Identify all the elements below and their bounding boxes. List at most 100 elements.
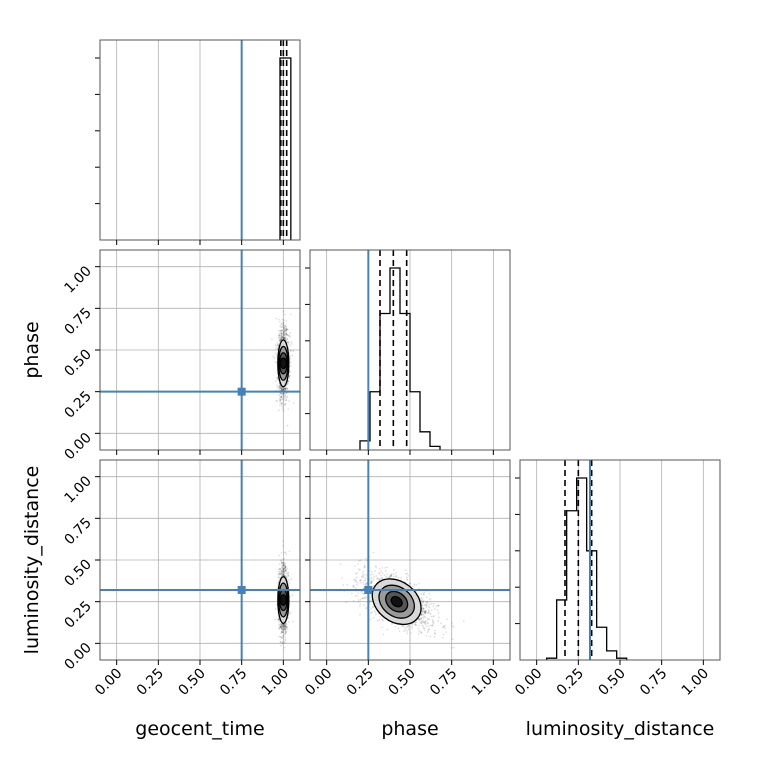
grid (100, 250, 300, 450)
x-tick-label-2-3: 0.75 (637, 666, 670, 699)
sample-point (287, 571, 290, 574)
sample-point (276, 376, 279, 379)
sample-point (401, 625, 404, 628)
sample-point (280, 331, 283, 334)
sample-point (275, 346, 278, 348)
sample-point (280, 332, 283, 335)
sample-point (284, 387, 287, 390)
sample-point (281, 573, 284, 576)
sample-point (430, 624, 433, 627)
sample-point (422, 613, 424, 616)
sample-point (279, 399, 282, 402)
sample-point (375, 566, 378, 569)
sample-point (280, 631, 283, 634)
sample-point (365, 582, 368, 584)
truth-marker (237, 387, 246, 396)
sample-point (280, 396, 283, 399)
sample-point (278, 618, 280, 621)
sample-point (415, 583, 418, 586)
sample-point (280, 326, 283, 329)
sample-point (411, 627, 414, 630)
sample-point (282, 570, 285, 573)
sample-point (426, 602, 429, 604)
sample-point (415, 621, 418, 624)
sample-point (361, 597, 364, 600)
sample-point (282, 568, 284, 571)
sample-point (281, 561, 284, 564)
sample-point (286, 567, 288, 570)
sample-point (283, 628, 286, 631)
sample-point (392, 575, 395, 578)
sample-point (282, 337, 285, 340)
sample-point (430, 609, 433, 612)
sample-point (279, 334, 282, 337)
sample-point (284, 625, 287, 628)
sample-point (286, 387, 288, 390)
sample-point (285, 399, 288, 402)
sample-point (430, 615, 433, 618)
sample-point (278, 568, 281, 571)
sample-point (280, 636, 283, 639)
sample-point (283, 398, 286, 400)
sample-point (289, 365, 292, 368)
sample-point (278, 385, 281, 388)
sample-point (282, 573, 285, 576)
sample-point (369, 612, 372, 615)
sample-point (283, 626, 286, 629)
sample-point (390, 575, 393, 578)
sample-point (279, 626, 281, 629)
sample-point (376, 578, 379, 580)
sample-point (270, 338, 273, 341)
sample-point (280, 631, 283, 634)
sample-point (355, 576, 358, 579)
sample-point (286, 338, 289, 340)
sample-point (284, 567, 286, 569)
sample-point (421, 599, 424, 602)
x-tick-label-1-0: 0.00 (302, 666, 335, 699)
x-tick-label-2-4: 1.00 (679, 666, 712, 699)
sample-point (354, 572, 357, 575)
sample-point (365, 557, 367, 560)
sample-point (284, 334, 286, 337)
sample-point (287, 341, 290, 344)
sample-point (354, 579, 357, 582)
sample-point (280, 336, 283, 339)
sample-point (408, 624, 410, 627)
sample-point (284, 632, 287, 634)
sample-point (394, 575, 397, 578)
sample-point (390, 573, 393, 576)
sample-point (363, 565, 366, 568)
sample-point (279, 395, 282, 398)
sample-point (282, 324, 285, 327)
sample-point (283, 567, 286, 570)
sample-point (442, 626, 444, 628)
sample-point (285, 333, 288, 336)
sample-point (284, 395, 287, 398)
sample-point (281, 332, 284, 335)
sample-point (280, 630, 283, 633)
sample-point (287, 341, 290, 344)
sample-point (372, 605, 374, 608)
sample-point (397, 627, 400, 630)
sample-point (284, 337, 287, 339)
sample-point (278, 573, 281, 576)
contour-level-3 (279, 357, 288, 370)
sample-point (404, 569, 407, 572)
sample-point (276, 377, 279, 379)
sample-point (356, 581, 359, 584)
sample-point (284, 641, 286, 644)
sample-point (359, 579, 361, 582)
sample-point (283, 319, 286, 322)
sample-point (357, 592, 360, 595)
sample-point (280, 623, 283, 626)
sample-point (280, 335, 283, 338)
sample-point (392, 573, 395, 576)
sample-point (284, 566, 287, 569)
sample-point (422, 593, 425, 596)
sample-point (281, 570, 284, 573)
sample-point (443, 624, 446, 627)
sample-point (410, 632, 413, 634)
sample-point (346, 584, 349, 586)
sample-point (274, 360, 277, 363)
sample-point (287, 620, 290, 623)
